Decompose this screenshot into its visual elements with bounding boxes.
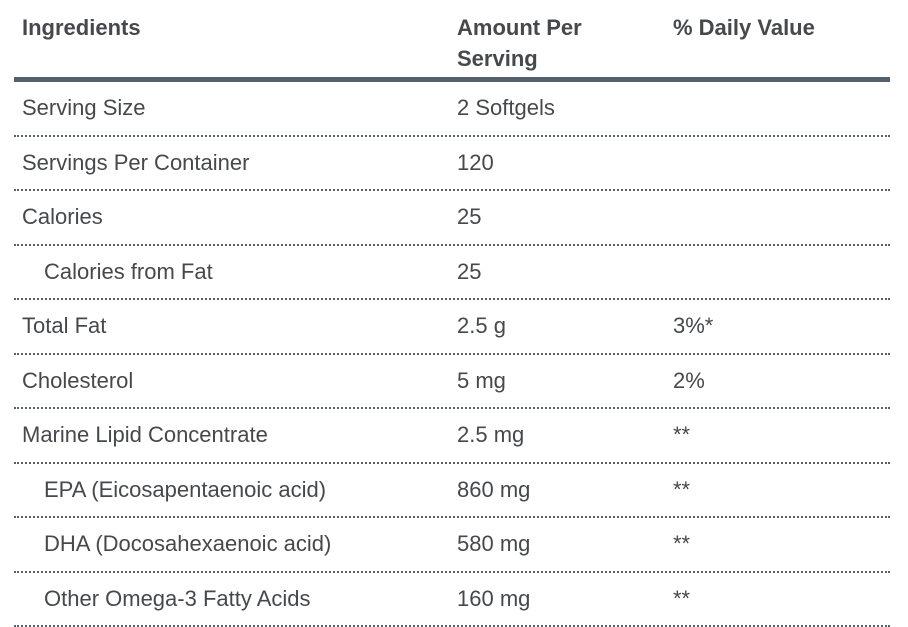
table-row: Cholesterol 5 mg 2% [14,355,890,410]
amount-cell: 2 Softgels [457,95,673,121]
table-row: Calories from Fat 25 [14,246,890,301]
column-header-ingredients: Ingredients [14,12,457,43]
daily-value-cell: ** [673,586,890,612]
daily-value-cell: ** [673,531,890,557]
column-header-amount-per-serving-label: Amount Per Serving [457,12,627,74]
ingredient-cell: Servings Per Container [14,150,457,176]
table-row: Servings Per Container 120 [14,137,890,192]
ingredient-cell: Total Fat [14,313,457,339]
table-row: Total Fat 2.5 g 3%* [14,300,890,355]
ingredient-cell: Cholesterol [14,368,457,394]
ingredient-cell: Calories from Fat [14,259,457,285]
amount-cell: 25 [457,204,673,230]
supplement-facts-table: Ingredients Amount Per Serving % Daily V… [14,0,890,627]
table-row: Other Omega-3 Fatty Acids 160 mg ** [14,573,890,627]
table-row: Marine Lipid Concentrate 2.5 mg ** [14,409,890,464]
ingredient-cell: DHA (Docosahexaenoic acid) [14,531,457,557]
column-header-amount-per-serving: Amount Per Serving [457,12,673,74]
daily-value-cell: ** [673,422,890,448]
amount-cell: 580 mg [457,531,673,557]
daily-value-cell: 2% [673,368,890,394]
ingredient-cell: EPA (Eicosapentaenoic acid) [14,477,457,503]
amount-cell: 2.5 g [457,313,673,339]
ingredient-cell: Serving Size [14,95,457,121]
daily-value-cell: ** [673,477,890,503]
amount-cell: 25 [457,259,673,285]
table-row: Serving Size 2 Softgels [14,82,890,137]
table-row: EPA (Eicosapentaenoic acid) 860 mg ** [14,464,890,519]
amount-cell: 860 mg [457,477,673,503]
amount-cell: 2.5 mg [457,422,673,448]
daily-value-cell: 3%* [673,313,890,339]
column-header-daily-value: % Daily Value [673,12,890,43]
amount-cell: 160 mg [457,586,673,612]
table-row: DHA (Docosahexaenoic acid) 580 mg ** [14,518,890,573]
table-row: Calories 25 [14,191,890,246]
ingredient-cell: Other Omega-3 Fatty Acids [14,586,457,612]
table-body: Serving Size 2 Softgels Servings Per Con… [14,82,890,627]
amount-cell: 5 mg [457,368,673,394]
amount-cell: 120 [457,150,673,176]
ingredient-cell: Calories [14,204,457,230]
ingredient-cell: Marine Lipid Concentrate [14,422,457,448]
table-header-row: Ingredients Amount Per Serving % Daily V… [14,0,890,74]
